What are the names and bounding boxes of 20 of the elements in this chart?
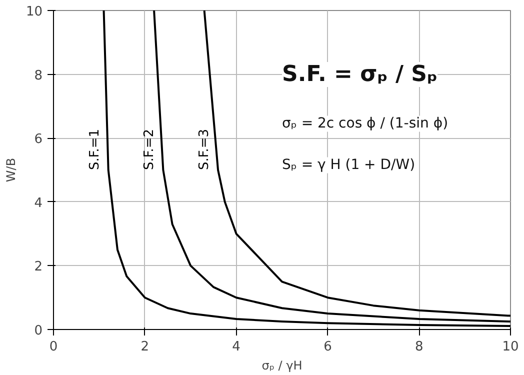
text: S.F.=2 xyxy=(142,128,158,170)
x-tick-label: 8 xyxy=(414,340,424,354)
x-tick-label: 10 xyxy=(502,340,519,354)
y-tick-label: 4 xyxy=(34,196,43,211)
annotation: σₚ = 2c cos ϕ / (1-sin ϕ) xyxy=(282,116,448,132)
y-tick-label: 2 xyxy=(34,260,43,275)
x-tick-label: 6 xyxy=(324,340,332,354)
x-tick-label: 4 xyxy=(232,340,240,354)
x-axis-title: σₚ / γH xyxy=(262,358,302,372)
x-tick-label: 2 xyxy=(140,340,150,354)
text: S.F.=1 xyxy=(87,128,102,170)
y-tick-label: 6 xyxy=(34,132,43,148)
annotation: Sₚ = γ H (1 + D/W) xyxy=(282,157,416,174)
y-tick-label: 8 xyxy=(34,68,43,84)
annotation: S.F. = σₚ / Sₚ xyxy=(282,62,438,88)
y-tick-label: 10 xyxy=(26,4,43,20)
y-tick-label: 0 xyxy=(34,324,43,338)
text: S.F.=3 xyxy=(197,128,212,170)
y-axis-title: W/B xyxy=(4,158,18,182)
x-tick-label: 0 xyxy=(49,340,58,354)
